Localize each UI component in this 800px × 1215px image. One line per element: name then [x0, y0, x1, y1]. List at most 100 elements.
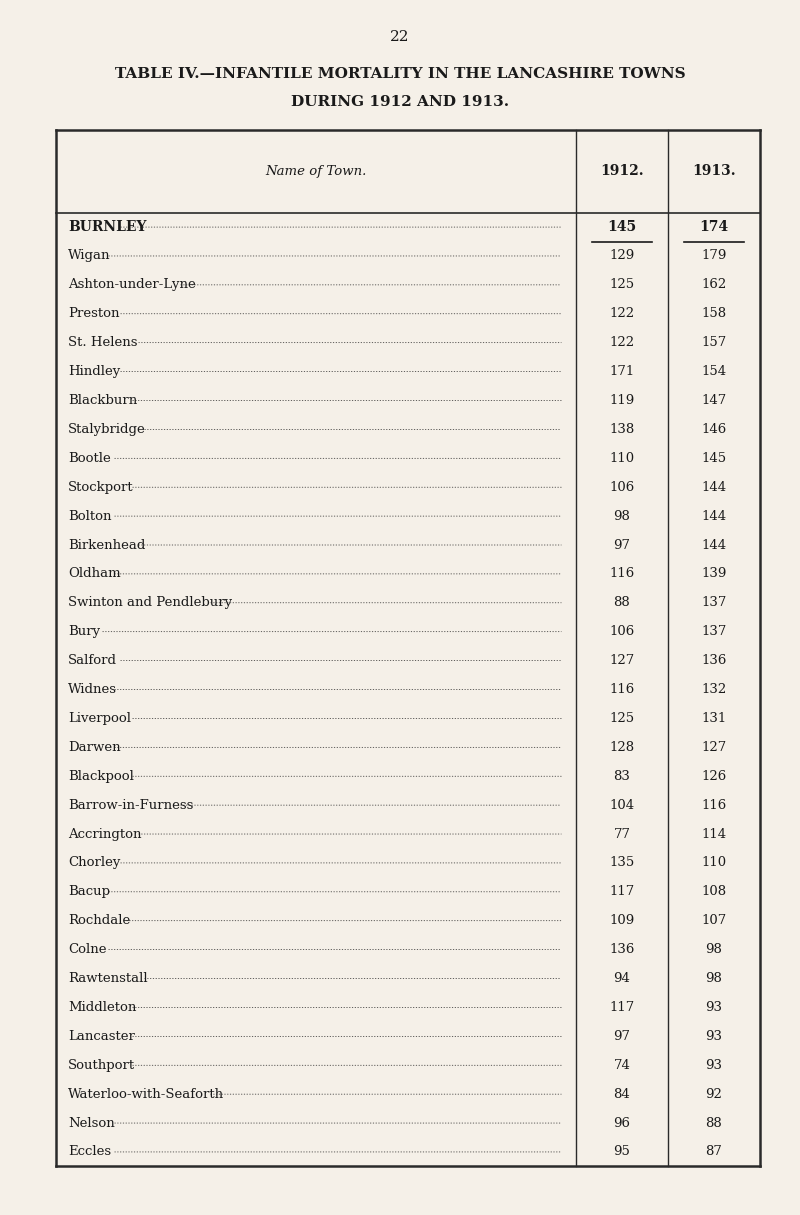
Text: 137: 137: [702, 597, 726, 609]
Text: 1913.: 1913.: [692, 164, 736, 179]
Text: 110: 110: [610, 452, 634, 465]
Text: Hindley: Hindley: [68, 364, 120, 378]
Text: 119: 119: [610, 394, 634, 407]
Text: Lancaster: Lancaster: [68, 1030, 135, 1042]
Text: 136: 136: [610, 943, 634, 956]
Text: 98: 98: [706, 972, 722, 985]
Text: Bolton: Bolton: [68, 509, 111, 522]
Text: 179: 179: [702, 249, 726, 262]
Text: 136: 136: [702, 654, 726, 667]
Text: 122: 122: [610, 337, 634, 349]
Text: 117: 117: [610, 886, 634, 898]
Text: 146: 146: [702, 423, 726, 436]
Text: 116: 116: [610, 683, 634, 696]
Text: 106: 106: [610, 481, 634, 493]
Text: 116: 116: [702, 798, 726, 812]
Text: 88: 88: [614, 597, 630, 609]
Text: Name of Town.: Name of Town.: [266, 165, 366, 177]
Text: Blackpool: Blackpool: [68, 770, 134, 782]
Text: Bacup: Bacup: [68, 886, 110, 898]
Text: 1912.: 1912.: [600, 164, 644, 179]
Text: 144: 144: [702, 509, 726, 522]
Text: Darwen: Darwen: [68, 741, 121, 753]
Text: 104: 104: [610, 798, 634, 812]
Text: Bootle: Bootle: [68, 452, 110, 465]
Text: 87: 87: [706, 1146, 722, 1158]
Text: Ashton-under-Lyne: Ashton-under-Lyne: [68, 278, 196, 292]
Text: 154: 154: [702, 364, 726, 378]
Text: Bury: Bury: [68, 626, 100, 638]
Text: Salford: Salford: [68, 654, 117, 667]
Text: 131: 131: [702, 712, 726, 725]
Text: 95: 95: [614, 1146, 630, 1158]
Text: BURNLEY: BURNLEY: [68, 220, 146, 234]
Text: 144: 144: [702, 481, 726, 493]
Text: Oldham: Oldham: [68, 567, 121, 581]
Text: 77: 77: [614, 827, 630, 841]
Text: 162: 162: [702, 278, 726, 292]
Text: Stockport: Stockport: [68, 481, 134, 493]
Text: 127: 127: [702, 741, 726, 753]
Text: 127: 127: [610, 654, 634, 667]
Text: 128: 128: [610, 741, 634, 753]
Text: 94: 94: [614, 972, 630, 985]
Text: 132: 132: [702, 683, 726, 696]
Text: 93: 93: [706, 1001, 722, 1015]
Text: 122: 122: [610, 307, 634, 321]
Text: Nelson: Nelson: [68, 1117, 114, 1130]
Text: 107: 107: [702, 914, 726, 927]
Text: 110: 110: [702, 857, 726, 870]
Text: 98: 98: [706, 943, 722, 956]
Text: 92: 92: [706, 1087, 722, 1101]
Text: Eccles: Eccles: [68, 1146, 111, 1158]
Text: 83: 83: [614, 770, 630, 782]
Text: 145: 145: [607, 220, 637, 234]
Text: 157: 157: [702, 337, 726, 349]
Text: Widnes: Widnes: [68, 683, 117, 696]
Text: 139: 139: [702, 567, 726, 581]
Text: 125: 125: [610, 712, 634, 725]
Text: 97: 97: [614, 1030, 630, 1042]
Text: 93: 93: [706, 1030, 722, 1042]
Text: Wigan: Wigan: [68, 249, 110, 262]
Text: 22: 22: [390, 30, 410, 45]
Text: Barrow-in-Furness: Barrow-in-Furness: [68, 798, 194, 812]
Text: Birkenhead: Birkenhead: [68, 538, 146, 552]
Text: 93: 93: [706, 1058, 722, 1072]
Text: Stalybridge: Stalybridge: [68, 423, 146, 436]
Text: 137: 137: [702, 626, 726, 638]
Text: 96: 96: [614, 1117, 630, 1130]
Text: Rochdale: Rochdale: [68, 914, 130, 927]
Text: 171: 171: [610, 364, 634, 378]
Text: Liverpool: Liverpool: [68, 712, 131, 725]
Text: Waterloo-with-Seaforth: Waterloo-with-Seaforth: [68, 1087, 224, 1101]
Text: 114: 114: [702, 827, 726, 841]
Text: 129: 129: [610, 249, 634, 262]
Text: DURING 1912 AND 1913.: DURING 1912 AND 1913.: [291, 95, 509, 109]
Text: Colne: Colne: [68, 943, 106, 956]
Text: 84: 84: [614, 1087, 630, 1101]
Text: Chorley: Chorley: [68, 857, 120, 870]
Text: 135: 135: [610, 857, 634, 870]
Text: 108: 108: [702, 886, 726, 898]
Text: Blackburn: Blackburn: [68, 394, 138, 407]
Text: 109: 109: [610, 914, 634, 927]
Text: 117: 117: [610, 1001, 634, 1015]
Text: Swinton and Pendlebury: Swinton and Pendlebury: [68, 597, 232, 609]
Text: 97: 97: [614, 538, 630, 552]
Text: TABLE IV.—INFANTILE MORTALITY IN THE LANCASHIRE TOWNS: TABLE IV.—INFANTILE MORTALITY IN THE LAN…: [114, 67, 686, 81]
Text: 74: 74: [614, 1058, 630, 1072]
Text: Middleton: Middleton: [68, 1001, 136, 1015]
Text: Preston: Preston: [68, 307, 119, 321]
Text: 88: 88: [706, 1117, 722, 1130]
Text: 145: 145: [702, 452, 726, 465]
Text: St. Helens: St. Helens: [68, 337, 138, 349]
Text: 125: 125: [610, 278, 634, 292]
Text: 138: 138: [610, 423, 634, 436]
Text: 147: 147: [702, 394, 726, 407]
Text: 126: 126: [702, 770, 726, 782]
Text: 116: 116: [610, 567, 634, 581]
Text: Rawtenstall: Rawtenstall: [68, 972, 148, 985]
Text: 158: 158: [702, 307, 726, 321]
Text: Accrington: Accrington: [68, 827, 142, 841]
